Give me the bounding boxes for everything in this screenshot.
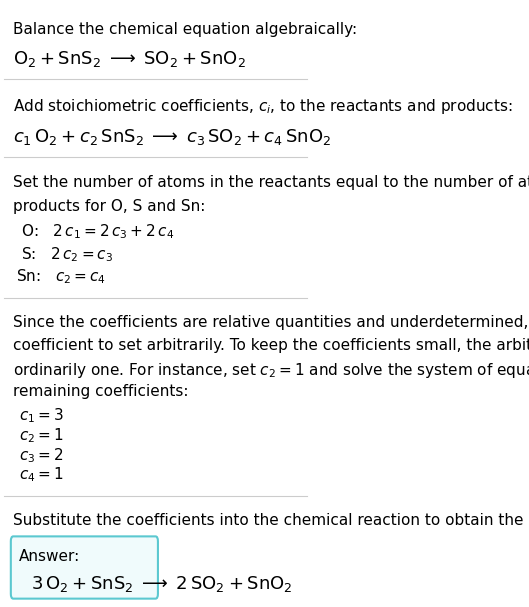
Text: coefficient to set arbitrarily. To keep the coefficients small, the arbitrary va: coefficient to set arbitrarily. To keep … xyxy=(13,338,529,353)
Text: Answer:: Answer: xyxy=(19,549,80,564)
Text: O:   $2\,c_1 = 2\,c_3 + 2\,c_4$: O: $2\,c_1 = 2\,c_3 + 2\,c_4$ xyxy=(21,223,174,242)
Text: S:   $2\,c_2 = c_3$: S: $2\,c_2 = c_3$ xyxy=(21,245,113,263)
Text: Substitute the coefficients into the chemical reaction to obtain the balanced: Substitute the coefficients into the che… xyxy=(13,513,529,528)
Text: equation:: equation: xyxy=(13,536,86,551)
Text: $3\,\mathrm{O_2} + \mathrm{SnS_2} \;\longrightarrow\; 2\,\mathrm{SO_2} + \mathrm: $3\,\mathrm{O_2} + \mathrm{SnS_2} \;\lon… xyxy=(31,574,293,594)
Text: Since the coefficients are relative quantities and underdetermined, choose a: Since the coefficients are relative quan… xyxy=(13,316,529,330)
Text: remaining coefficients:: remaining coefficients: xyxy=(13,384,189,399)
Text: $c_1\, \mathrm{O_2} + c_2\, \mathrm{SnS_2} \;\longrightarrow\; c_3\, \mathrm{SO_: $c_1\, \mathrm{O_2} + c_2\, \mathrm{SnS_… xyxy=(13,127,331,147)
Text: Balance the chemical equation algebraically:: Balance the chemical equation algebraica… xyxy=(13,22,358,37)
Text: $\mathrm{O_2 + SnS_2 \;\longrightarrow\; SO_2 + SnO_2}$: $\mathrm{O_2 + SnS_2 \;\longrightarrow\;… xyxy=(13,49,246,69)
Text: Add stoichiometric coefficients, $c_i$, to the reactants and products:: Add stoichiometric coefficients, $c_i$, … xyxy=(13,97,513,116)
FancyBboxPatch shape xyxy=(11,537,158,599)
Text: Sn:   $c_2 = c_4$: Sn: $c_2 = c_4$ xyxy=(16,267,106,286)
Text: $c_1 = 3$: $c_1 = 3$ xyxy=(19,407,64,425)
Text: ordinarily one. For instance, set $c_2 = 1$ and solve the system of equations fo: ordinarily one. For instance, set $c_2 =… xyxy=(13,361,529,380)
Text: $c_3 = 2$: $c_3 = 2$ xyxy=(19,446,64,465)
Text: products for O, S and Sn:: products for O, S and Sn: xyxy=(13,198,206,214)
Text: $c_4 = 1$: $c_4 = 1$ xyxy=(19,466,64,484)
Text: Set the number of atoms in the reactants equal to the number of atoms in the: Set the number of atoms in the reactants… xyxy=(13,175,529,190)
Text: $c_2 = 1$: $c_2 = 1$ xyxy=(19,426,64,445)
